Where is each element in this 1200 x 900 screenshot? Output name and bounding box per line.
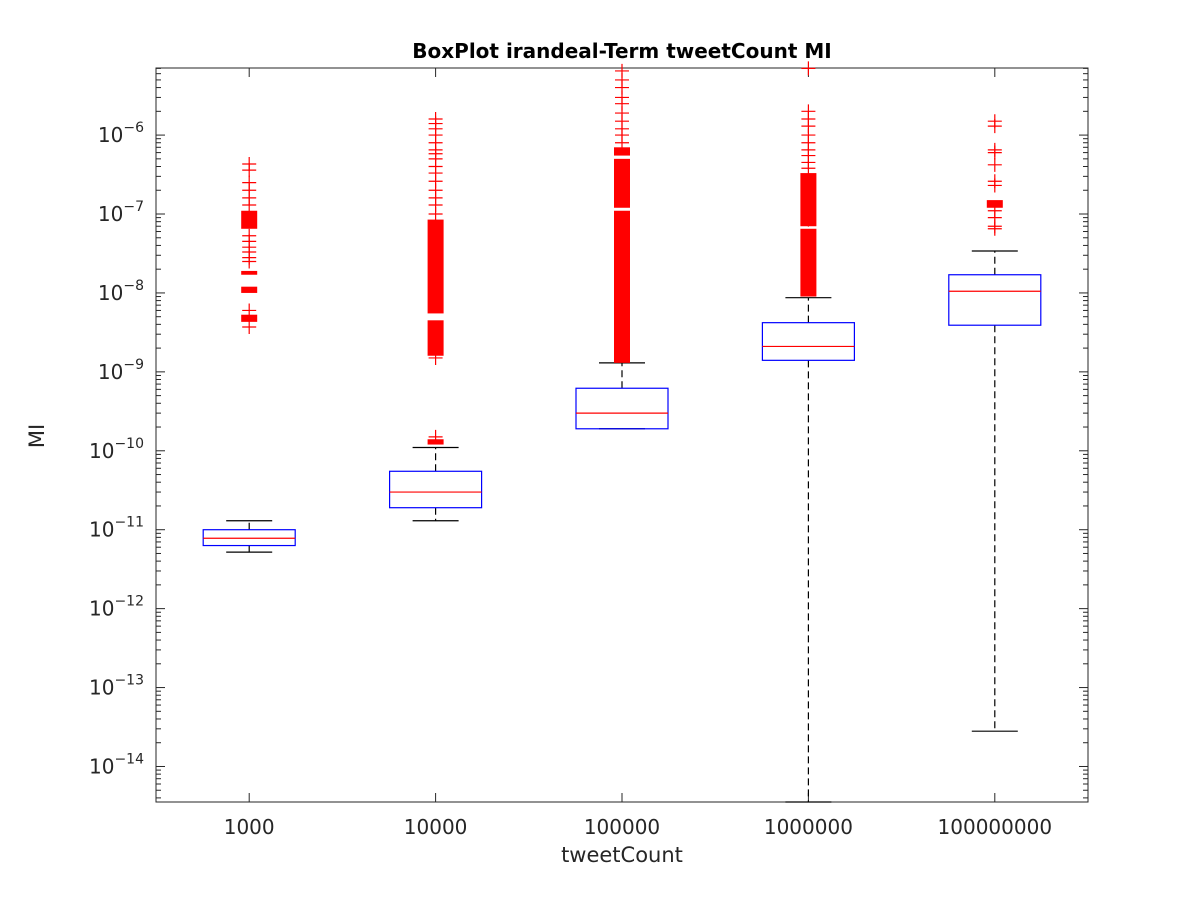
outlier-band xyxy=(614,158,630,208)
y-tick-label: 10−14 xyxy=(89,751,144,778)
outlier-band xyxy=(614,147,630,156)
outlier-point xyxy=(242,228,257,243)
plot-area: 10−14 10−13 10−12 10−11 10−10 10−9 10−8 10−7 10−… xyxy=(89,61,1089,839)
outlier-point xyxy=(615,63,629,78)
outlier-point xyxy=(801,61,816,76)
x-tick-label: 1000 xyxy=(224,815,275,839)
outlier-point xyxy=(428,350,443,365)
y-tick-label: 10−8 xyxy=(98,278,144,305)
x-tick-label: 1000000 xyxy=(764,815,853,839)
outlier-point xyxy=(987,142,1002,157)
x-tick-label: 10000 xyxy=(404,815,468,839)
outlier-point xyxy=(428,429,443,444)
outlier-point xyxy=(801,104,816,119)
y-axis-label: MI xyxy=(25,424,49,448)
outlier-band xyxy=(800,228,817,297)
outlier-band xyxy=(241,270,258,275)
x-tick-label: 100000000 xyxy=(938,815,1053,839)
outlier-band xyxy=(241,314,258,322)
chart-title: BoxPlot irandeal-Term tweetCount MI xyxy=(412,39,831,63)
outlier-point xyxy=(987,114,1002,129)
y-tick-label: 10−7 xyxy=(98,199,144,226)
outlier-point xyxy=(987,174,1002,189)
box-100000000 xyxy=(948,274,1042,326)
outlier-band xyxy=(241,210,258,229)
y-tick-label: 10−13 xyxy=(89,673,144,700)
outlier-point xyxy=(242,320,257,335)
outlier-band xyxy=(427,219,444,314)
outlier-point xyxy=(987,157,1002,172)
outlier-point xyxy=(801,179,816,194)
outlier-band xyxy=(427,320,444,356)
outlier-point xyxy=(242,157,257,172)
outlier-point xyxy=(987,203,1002,218)
y-tick-label: 10−10 xyxy=(89,436,144,463)
outlier-band xyxy=(241,286,258,293)
y-tick-label: 10−12 xyxy=(89,594,144,621)
outlier-point xyxy=(242,303,257,318)
outlier-point xyxy=(242,175,257,190)
box-10000 xyxy=(389,470,483,509)
outlier-band xyxy=(614,210,630,363)
box-100000 xyxy=(575,387,669,430)
y-tick-label: 10−9 xyxy=(98,357,144,384)
x-axis-label: tweetCount xyxy=(561,843,683,867)
box-1000000 xyxy=(761,322,856,361)
y-tick-label: 10−11 xyxy=(89,515,144,542)
y-tick-label: 10−6 xyxy=(98,120,144,147)
outlier-point xyxy=(428,111,443,126)
x-tick-label: 100000 xyxy=(584,815,660,839)
